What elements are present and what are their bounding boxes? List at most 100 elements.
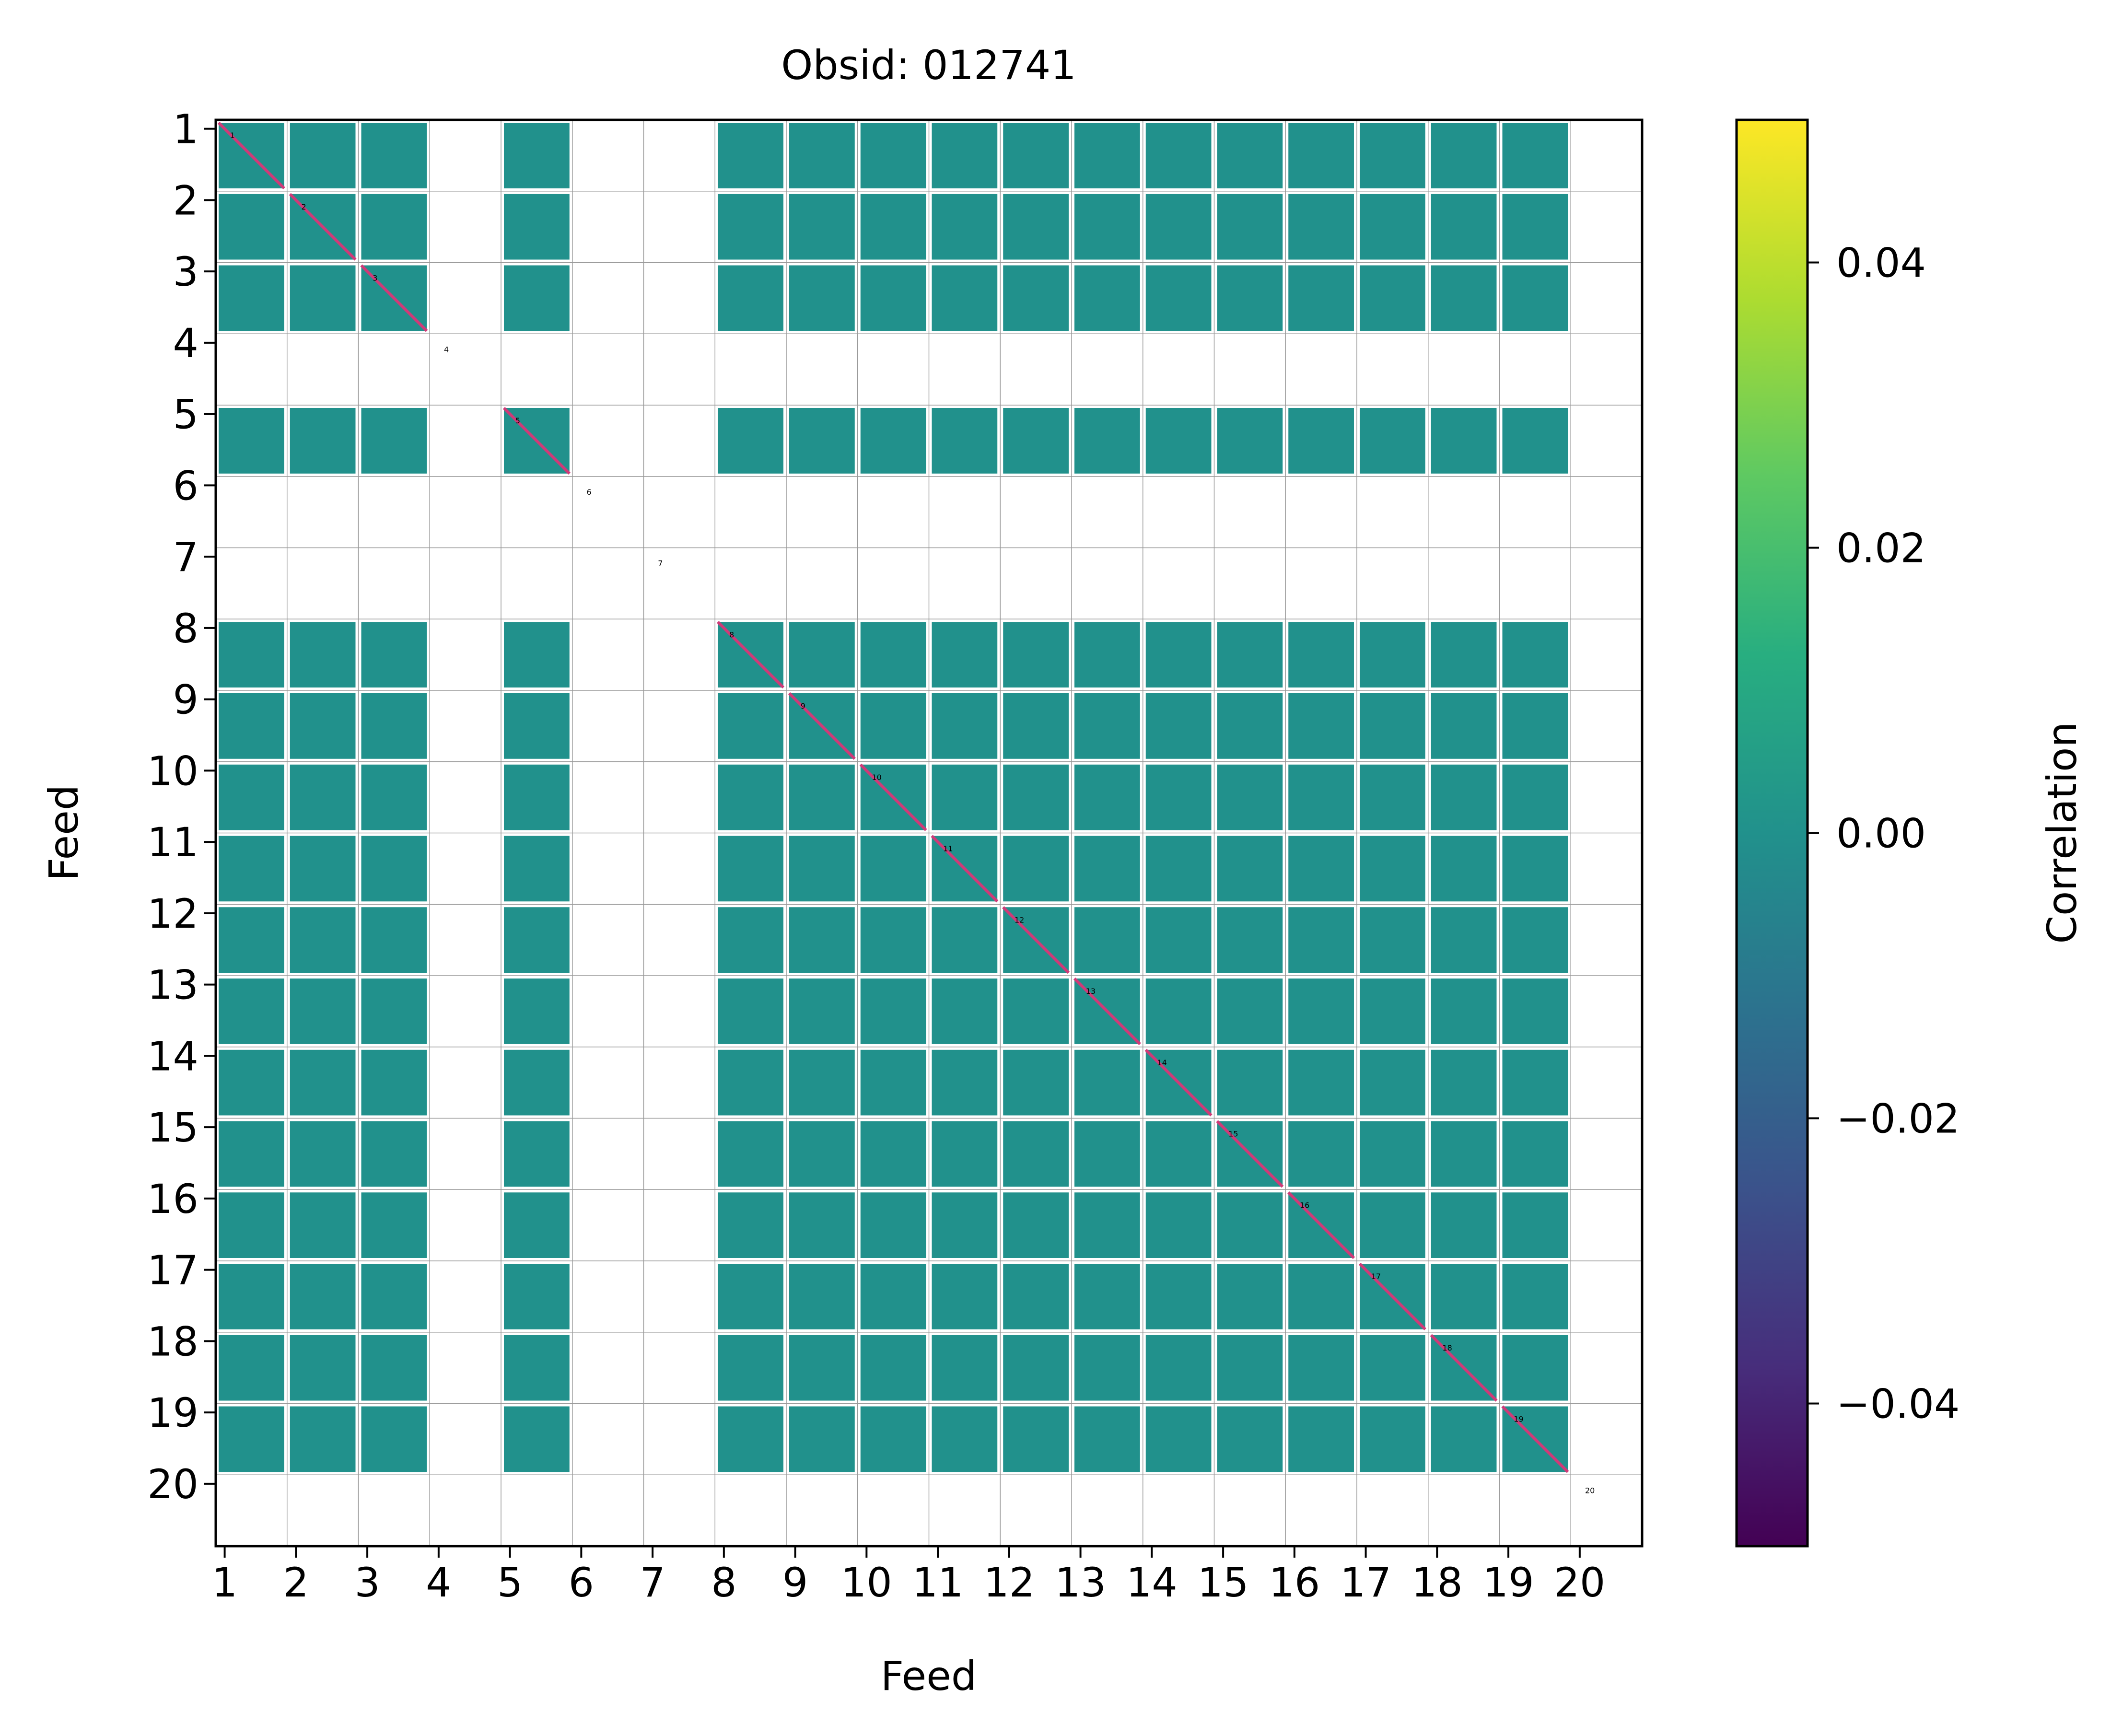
heatmap-cell bbox=[1502, 979, 1568, 1044]
heatmap-cell bbox=[860, 1121, 926, 1187]
heatmap-cell bbox=[361, 764, 427, 830]
y-tick-label: 13 bbox=[147, 962, 198, 1009]
gridlines bbox=[216, 120, 1642, 1546]
heatmap-cell bbox=[1074, 836, 1140, 902]
heatmap-cell bbox=[1074, 764, 1140, 830]
x-tick-label: 10 bbox=[841, 1559, 892, 1606]
heatmap-cell bbox=[361, 123, 427, 188]
heatmap-cell bbox=[932, 1264, 998, 1329]
x-tick-label: 17 bbox=[1340, 1559, 1391, 1606]
heatmap-cell bbox=[1145, 1121, 1212, 1187]
diagonal-mark bbox=[717, 621, 785, 689]
diagonal-mark bbox=[217, 121, 285, 189]
heatmap-cell bbox=[1288, 764, 1354, 830]
heatmap-cell bbox=[718, 1192, 783, 1258]
heatmap-cell bbox=[290, 979, 356, 1044]
y-tick-label: 3 bbox=[173, 248, 198, 295]
heatmap-cell bbox=[1003, 194, 1069, 260]
colorbar-tick-label: 0.04 bbox=[1836, 240, 1926, 287]
heatmap-cell bbox=[1003, 408, 1069, 474]
heatmap-cell bbox=[1003, 764, 1069, 830]
heatmap-cell bbox=[932, 194, 998, 260]
heatmap-cell bbox=[789, 836, 855, 902]
heatmap-cell bbox=[1003, 1049, 1069, 1116]
heatmap-cell bbox=[1360, 836, 1425, 902]
heatmap-cell bbox=[789, 1335, 855, 1401]
colorbar-ticks: −0.04 −0.02 0.00 0.02 0.04 bbox=[1808, 240, 1959, 1428]
heatmap-cell bbox=[361, 693, 427, 759]
x-tick-label: 19 bbox=[1483, 1559, 1534, 1606]
heatmap-cell bbox=[718, 907, 783, 973]
heatmap-cell bbox=[1360, 1049, 1425, 1116]
diagonal-mark bbox=[289, 193, 357, 261]
heatmap-cell bbox=[1074, 408, 1140, 474]
y-tick-label: 16 bbox=[147, 1176, 198, 1223]
feed-block-label: 17 bbox=[1371, 1272, 1381, 1281]
heatmap-cell bbox=[1217, 764, 1283, 830]
heatmap-cell bbox=[1217, 1264, 1283, 1329]
heatmap-cells bbox=[219, 123, 1568, 1472]
heatmap-cell bbox=[860, 265, 926, 331]
heatmap-cell bbox=[789, 1192, 855, 1258]
heatmap-cell bbox=[1145, 1335, 1212, 1401]
heatmap-cell bbox=[1074, 907, 1140, 973]
diagonal-mark bbox=[788, 692, 856, 760]
heatmap-cell bbox=[1145, 764, 1212, 830]
heatmap-cell bbox=[1431, 979, 1497, 1044]
heatmap-cell bbox=[718, 194, 783, 260]
heatmap-cell bbox=[1145, 1192, 1212, 1258]
heatmap-cell bbox=[1288, 907, 1354, 973]
y-tick-label: 19 bbox=[147, 1389, 198, 1436]
y-tick-label: 1 bbox=[173, 106, 198, 153]
heatmap-cell bbox=[219, 1406, 284, 1472]
heatmap-cell bbox=[860, 907, 926, 973]
heatmap-cell bbox=[860, 622, 926, 687]
heatmap-cell bbox=[789, 1264, 855, 1329]
heatmap-cell bbox=[1145, 979, 1212, 1044]
heatmap-cell bbox=[1217, 836, 1283, 902]
heatmap-cell bbox=[1431, 123, 1497, 188]
diagonal-mark bbox=[1287, 1191, 1355, 1259]
heatmap-cell bbox=[1431, 693, 1497, 759]
heatmap-cell bbox=[504, 979, 570, 1044]
feed-block-label: 19 bbox=[1514, 1415, 1523, 1424]
heatmap-cell bbox=[1217, 622, 1283, 687]
heatmap-cell bbox=[1360, 408, 1425, 474]
y-tick-label: 4 bbox=[173, 320, 198, 367]
heatmap-cell bbox=[1502, 194, 1568, 260]
feed-block-label: 8 bbox=[729, 630, 734, 639]
heatmap-cell bbox=[1360, 194, 1425, 260]
heatmap-cell bbox=[1074, 194, 1140, 260]
feed-block-label: 3 bbox=[373, 274, 377, 283]
heatmap-cell bbox=[1145, 907, 1212, 973]
heatmap-cell bbox=[219, 194, 284, 260]
feed-block-label: 16 bbox=[1300, 1200, 1309, 1210]
heatmap-cell bbox=[1074, 1192, 1140, 1258]
diagonal-mark bbox=[931, 835, 999, 903]
heatmap-cell bbox=[219, 1264, 284, 1329]
heatmap-cell bbox=[504, 194, 570, 260]
heatmap-cell bbox=[1431, 1264, 1497, 1329]
heatmap-cell bbox=[1145, 408, 1212, 474]
heatmap-cell bbox=[1431, 408, 1497, 474]
heatmap-cell bbox=[932, 123, 998, 188]
y-tick-label: 2 bbox=[173, 177, 198, 224]
heatmap-cell bbox=[1431, 622, 1497, 687]
heatmap-cell bbox=[860, 408, 926, 474]
heatmap-cell bbox=[932, 907, 998, 973]
heatmap-cell bbox=[1003, 836, 1069, 902]
y-tick-label: 17 bbox=[147, 1247, 198, 1294]
heatmap-cell bbox=[361, 1049, 427, 1116]
heatmap-cell bbox=[1360, 1192, 1425, 1258]
heatmap-cell bbox=[290, 907, 356, 973]
diagonal-mark bbox=[1501, 1405, 1569, 1473]
heatmap-cell bbox=[1431, 1406, 1497, 1472]
heatmap-cell bbox=[361, 1335, 427, 1401]
heatmap-cell bbox=[1145, 265, 1212, 331]
heatmap-cell bbox=[219, 265, 284, 331]
heatmap-cell bbox=[1502, 265, 1568, 331]
diagonal-mark bbox=[502, 407, 571, 475]
heatmap-cell bbox=[1502, 764, 1568, 830]
y-tick-label: 5 bbox=[173, 391, 198, 438]
